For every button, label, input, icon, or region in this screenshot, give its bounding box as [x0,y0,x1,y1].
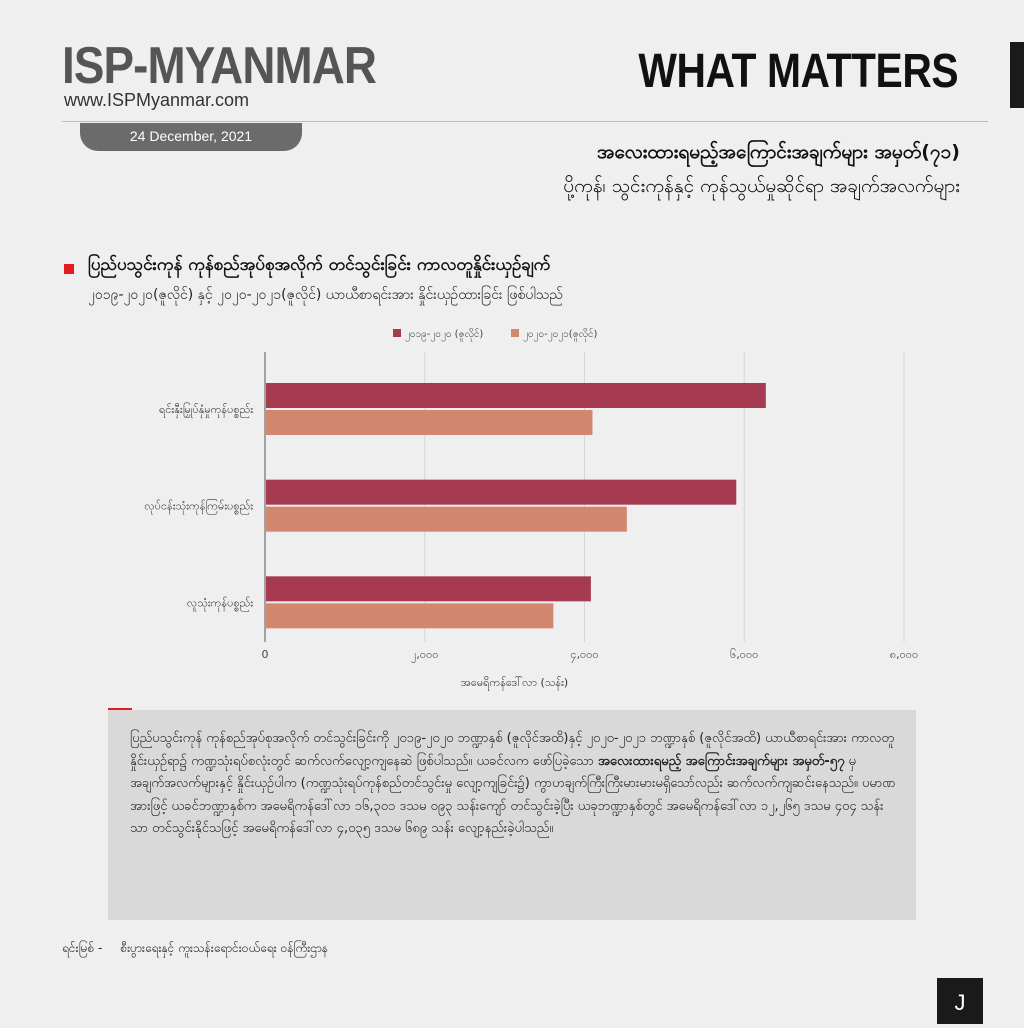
note-bold-reference: အလေးထားရမည့် အကြောင်းအချက်များ အမှတ်-၅၇ [598,753,845,769]
x-tick-label: ၆,၀၀၀ [730,648,758,661]
note-part1: ပြည်ပသွင်းကုန် ကုန်စည်အုပ်စုအလိုက် တင်သွ… [130,731,895,769]
bar [266,576,591,602]
legend-label: ၂၀၁၉-၂၀၂၀ (ဇူလိုင်) [405,327,483,342]
source-label: ရင်းမြစ် - [62,941,103,955]
date-badge: 24 December, 2021 [80,123,302,151]
bar [266,506,627,532]
source-text: စီးပွားရေးနှင့် ကူးသန်းရောင်းဝယ်ရေး ဝန်က… [120,941,329,955]
edge-accent-bar [1010,42,1024,108]
bar [266,383,766,408]
category-label: လုပ်ငန်းသုံးကုန်ကြမ်းပစ္စည်း [144,499,253,515]
section-title: WHAT MATTERS [638,45,958,98]
chart-subtitle: ၂၀၁၉-၂၀၂၀(ဇူလိုင်) နှင့် ၂၀၂၀-၂၀၂၁(ဇူလို… [88,287,563,303]
website-url[interactable]: www.ISPMyanmar.com [64,90,250,110]
note-text: ပြည်ပသွင်းကုန် ကုန်စည်အုပ်စုအလိုက် တင်သွ… [130,728,898,841]
page-mark: J [937,978,983,1024]
brand-logo: ISP-MYANMAR [62,37,377,95]
category-label: လူသုံးကုန်ပစ္စည်း [187,596,253,611]
header-divider [62,121,988,122]
chart-title: ပြည်ပသွင်းကုန် ကုန်စည်အုပ်စုအလိုက် တင်သွ… [88,255,551,275]
category-label: ရင်းနှီးမြှုပ်နှံမှုကုန်ပစ္စည်း [159,402,253,418]
bar [266,603,554,629]
series-title: အလေးထားရမည့်အကြောင်းအချက်များ အမှတ်(၇၁) [597,141,960,163]
x-tick-label: ၂,၀၀၀ [411,648,438,663]
bar [266,410,593,435]
x-tick-label: 0 [262,648,269,661]
legend-label: ၂၀၂၀-၂၀၂၁(ဇူလိုင်) [523,327,598,342]
x-axis-label: အမေရိကန်ဒေါ်လာ (သန်း) [461,676,568,691]
legend-swatch [393,329,401,337]
x-tick-label: ၄,၀၀၀ [570,648,598,663]
series-subtitle: ပို့ကုန်၊ သွင်းကုန်နှင့် ကုန်သွယ်မှုဆိုင… [563,175,960,197]
note-box: ပြည်ပသွင်းကုန် ကုန်စည်အုပ်စုအလိုက် တင်သွ… [108,710,916,920]
note-part2: မှ အချက်အလက်များနှင့် နှိုင်းယှဉ်ပါက (ကဏ… [130,753,896,837]
bullet-square-icon [64,264,74,274]
legend-swatch [511,329,519,337]
x-tick-label: ၈,၀၀၀ [890,648,918,661]
bar [266,479,737,505]
source-line: ရင်းမြစ် - စီးပွားရေးနှင့် ကူးသန်းရောင်းဝ… [62,940,346,958]
